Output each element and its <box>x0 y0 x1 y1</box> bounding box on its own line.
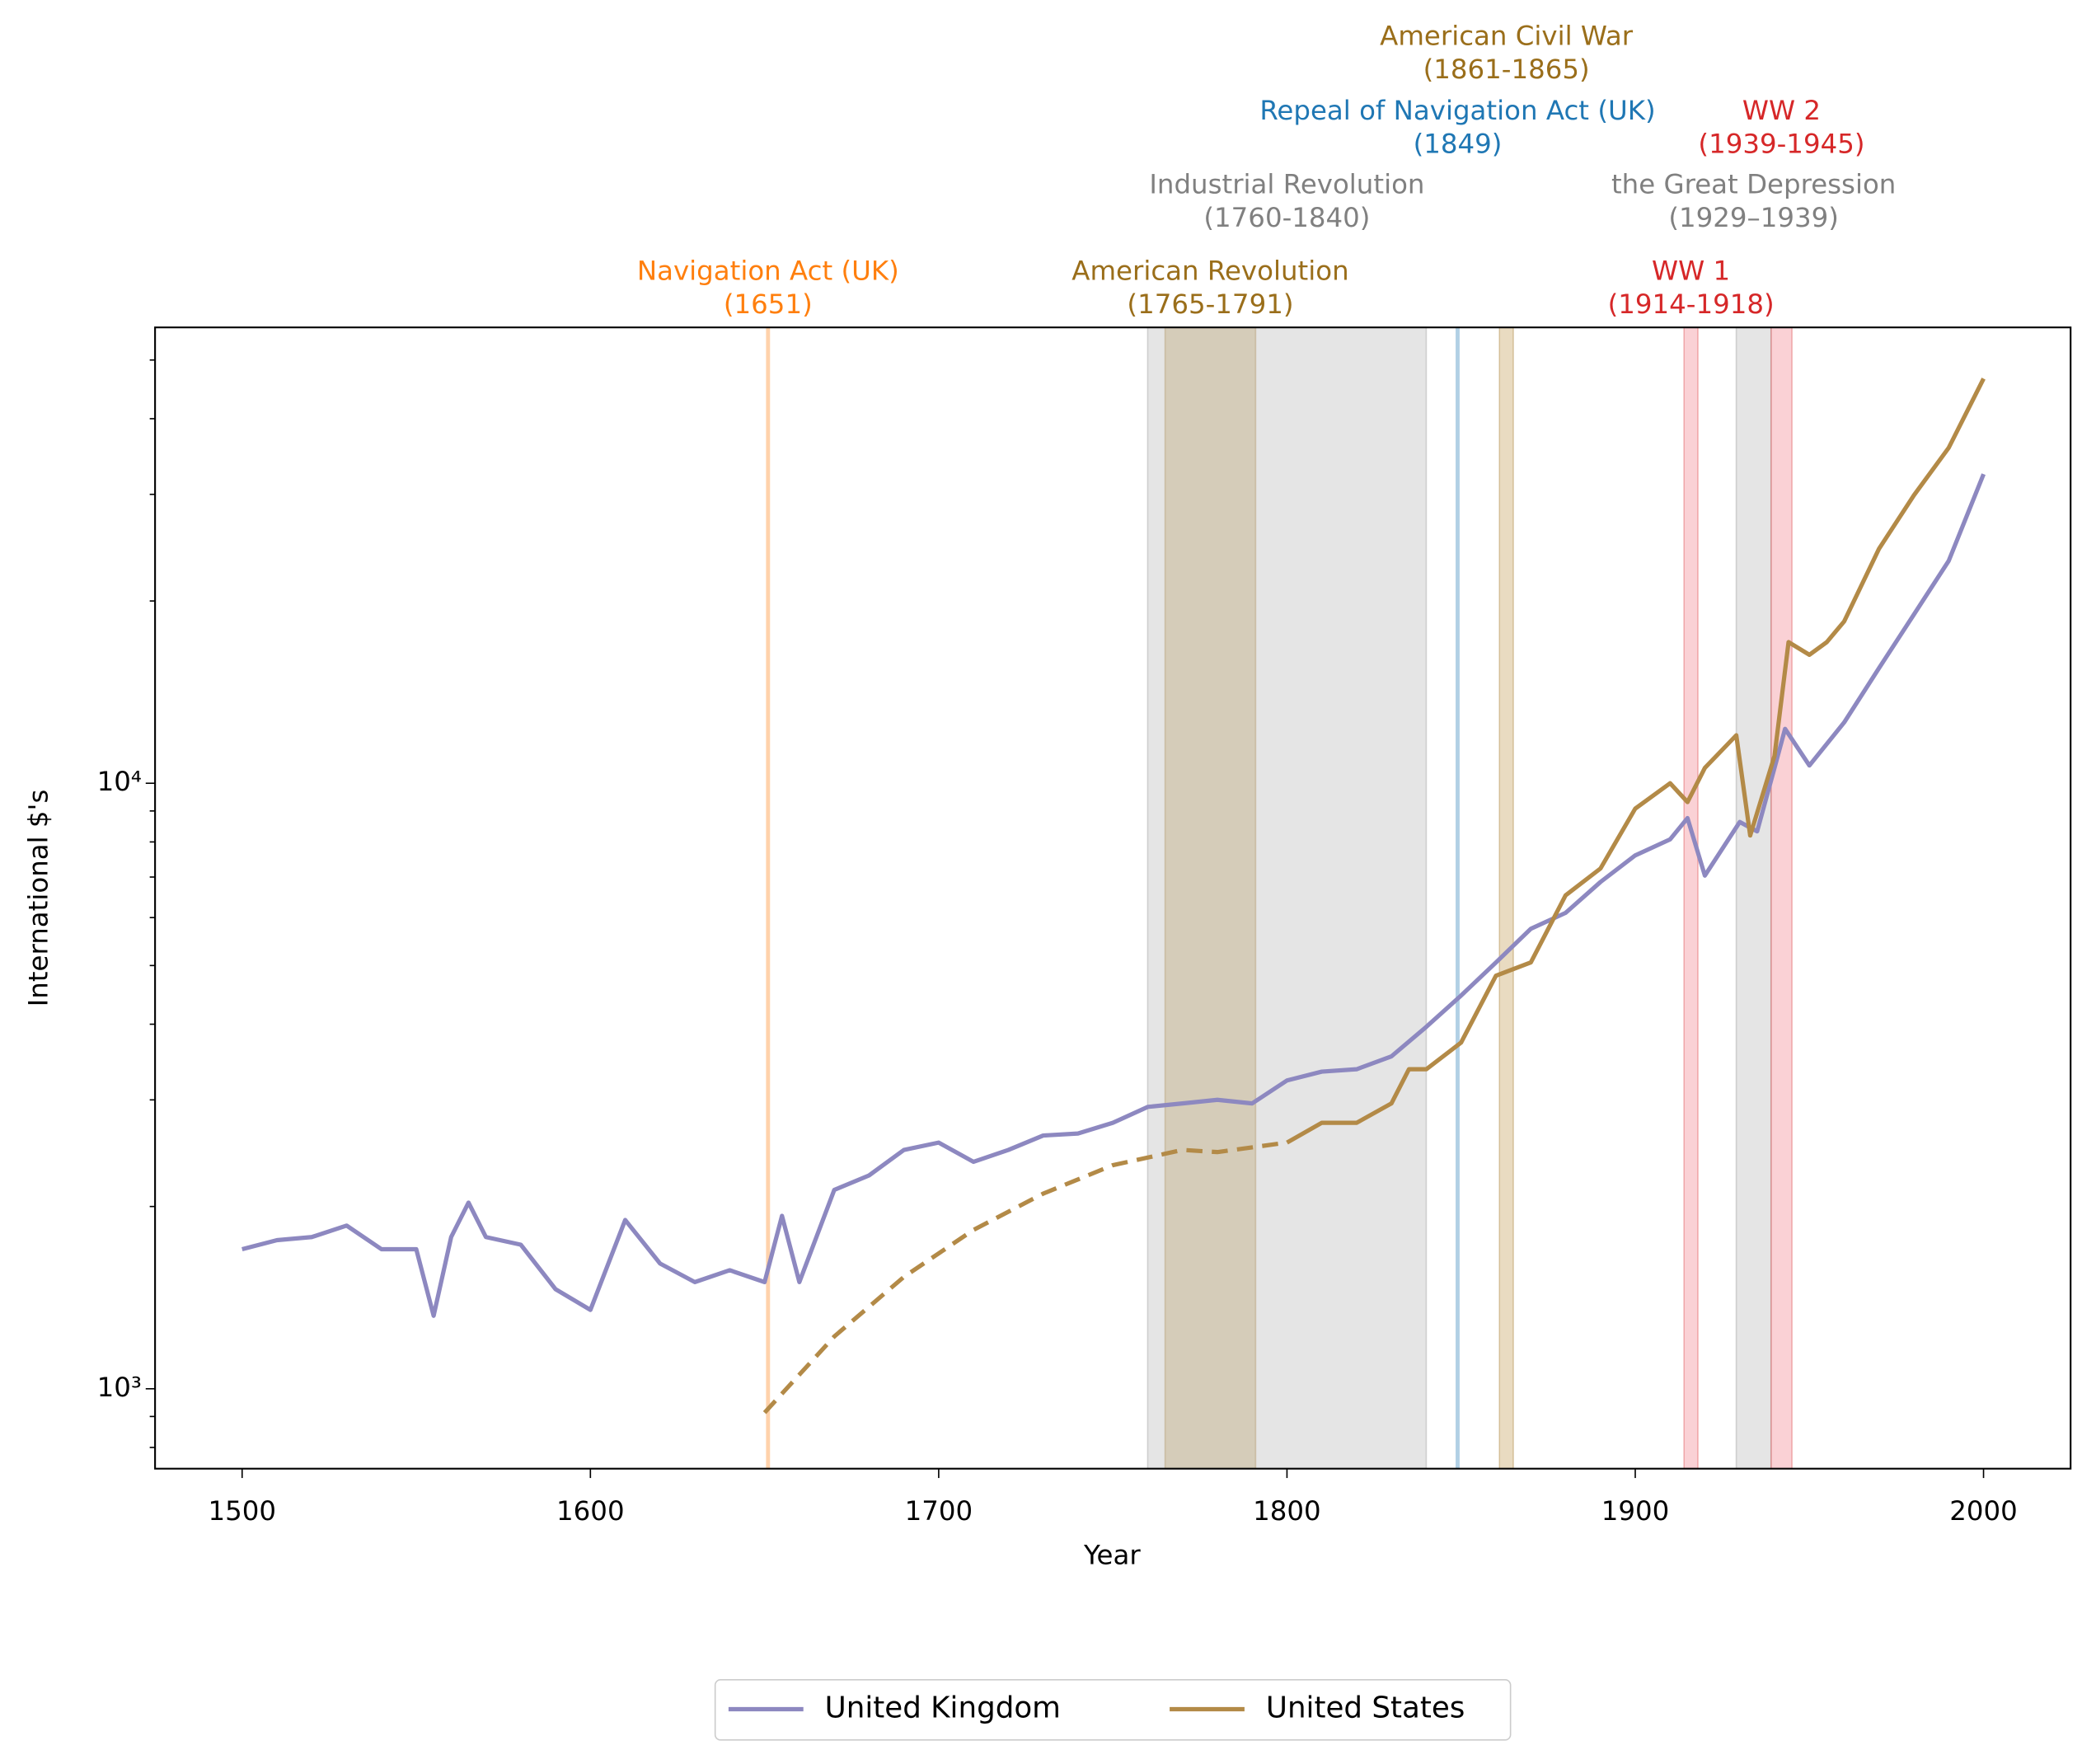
event-period: (1651) <box>724 289 813 320</box>
series-line <box>241 473 1986 1318</box>
event-label: the Great Depression <box>1611 168 1896 199</box>
legend-label: United States <box>1266 1691 1465 1725</box>
x-tick-label: 1700 <box>905 1495 973 1527</box>
event-span <box>1146 326 1428 1470</box>
event-layer <box>766 326 1793 1470</box>
event-period: (1929–1939) <box>1668 202 1839 233</box>
x-tick-label: 1900 <box>1601 1495 1670 1527</box>
y-axis-label: International $'s <box>23 790 54 1007</box>
plot-layer <box>241 378 1986 1414</box>
event-label: Industrial Revolution <box>1149 168 1424 199</box>
series-line <box>1286 378 1986 1145</box>
legend-label: United Kingdom <box>825 1691 1061 1725</box>
event-period: (1939-1945) <box>1698 129 1864 160</box>
y-tick-label: 10³ <box>97 1372 142 1403</box>
legend: United Kingdom United States <box>728 1691 1465 1725</box>
event-label: WW 2 <box>1742 95 1821 126</box>
x-tick-label: 1800 <box>1253 1495 1321 1527</box>
event-label: Repeal of Navigation Act (UK) <box>1259 95 1655 126</box>
x-tick-label: 1500 <box>209 1495 277 1527</box>
plot-frame <box>154 326 2072 1470</box>
event-span <box>1683 326 1699 1470</box>
event-label: Navigation Act (UK) <box>637 256 899 287</box>
y-tick-label: 10⁴ <box>97 766 142 797</box>
event-period: (1861-1865) <box>1423 54 1590 85</box>
event-period: (1914-1918) <box>1608 289 1775 320</box>
event-span <box>1498 326 1514 1470</box>
event-period: (1849) <box>1414 129 1503 160</box>
event-period: (1760-1840) <box>1203 202 1370 233</box>
legend-box <box>714 1679 1512 1741</box>
series-line <box>762 1140 1287 1414</box>
event-span <box>1770 326 1793 1470</box>
x-axis-label: Year <box>1083 1540 1141 1571</box>
event-span <box>1735 326 1772 1470</box>
event-label: American Revolution <box>1071 256 1348 287</box>
event-label: American Civil War <box>1380 20 1634 51</box>
x-tick-label: 2000 <box>1949 1495 2018 1527</box>
x-tick-label: 1600 <box>556 1495 625 1527</box>
event-period: (1765-1791) <box>1127 289 1293 320</box>
event-label: WW 1 <box>1652 256 1730 287</box>
